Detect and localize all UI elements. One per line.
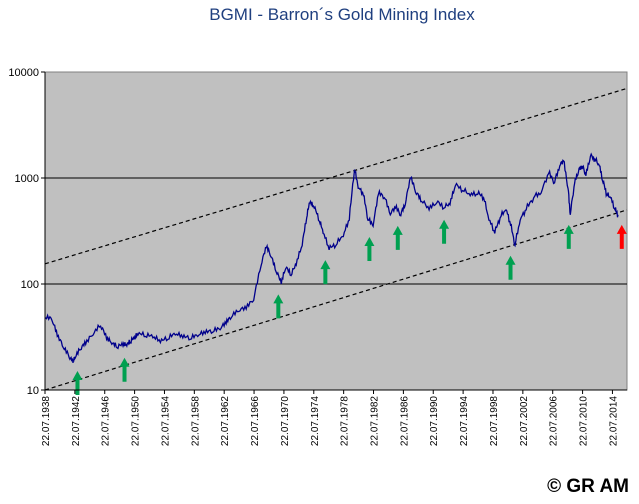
x-tick-label: 22.07.1986 bbox=[399, 396, 410, 446]
x-tick-label: 22.07.1946 bbox=[101, 396, 112, 446]
arrow-up-icon bbox=[72, 370, 83, 395]
x-tick-label: 22.07.1974 bbox=[310, 396, 321, 446]
x-tick-label: 22.07.1942 bbox=[71, 396, 82, 446]
x-tick-label: 22.07.1982 bbox=[370, 396, 381, 446]
x-tick-label: 22.07.1954 bbox=[160, 396, 171, 446]
arrow-up-icon bbox=[364, 237, 375, 262]
chart-title: BGMI - Barron´s Gold Mining Index bbox=[209, 5, 475, 24]
y-tick-label: 100 bbox=[21, 279, 39, 291]
upper-trend-line bbox=[44, 87, 628, 265]
x-tick-label: 22.07.2006 bbox=[549, 396, 560, 446]
x-tick-label: 22.07.2010 bbox=[579, 396, 590, 446]
arrow-up-icon bbox=[563, 224, 574, 249]
arrow-up-icon bbox=[616, 224, 627, 249]
x-tick-label: 22.07.1978 bbox=[340, 396, 351, 446]
y-tick-label: 10 bbox=[27, 385, 39, 397]
x-tick-label: 22.07.1958 bbox=[190, 396, 201, 446]
x-tick-label: 22.07.1998 bbox=[489, 396, 500, 446]
x-tick-label: 22.07.1994 bbox=[459, 396, 470, 446]
x-tick-label: 22.07.1938 bbox=[41, 396, 52, 446]
x-tick-label: 22.07.2014 bbox=[608, 396, 619, 446]
arrow-up-icon bbox=[273, 294, 284, 319]
copyright-label: © GR AM bbox=[547, 476, 629, 497]
lower-trend-line bbox=[44, 209, 628, 391]
x-tick-label: 22.07.1966 bbox=[250, 396, 261, 446]
arrow-up-icon bbox=[505, 255, 516, 280]
arrow-up-icon bbox=[119, 357, 130, 382]
x-tick-label: 22.07.1950 bbox=[131, 396, 142, 446]
x-tick-label: 22.07.1962 bbox=[220, 396, 231, 446]
plot-area bbox=[44, 71, 628, 391]
series-line-bgmi bbox=[44, 152, 619, 363]
arrow-up-icon bbox=[439, 219, 450, 244]
x-tick-label: 22.07.1990 bbox=[429, 396, 440, 446]
arrow-up-icon bbox=[392, 225, 403, 250]
x-tick-label: 22.07.1970 bbox=[280, 396, 291, 446]
y-tick-label: 1000 bbox=[15, 173, 39, 185]
y-tick-label: 10000 bbox=[8, 67, 39, 79]
arrow-up-icon bbox=[320, 260, 331, 285]
x-tick-label: 22.07.2002 bbox=[519, 396, 530, 446]
